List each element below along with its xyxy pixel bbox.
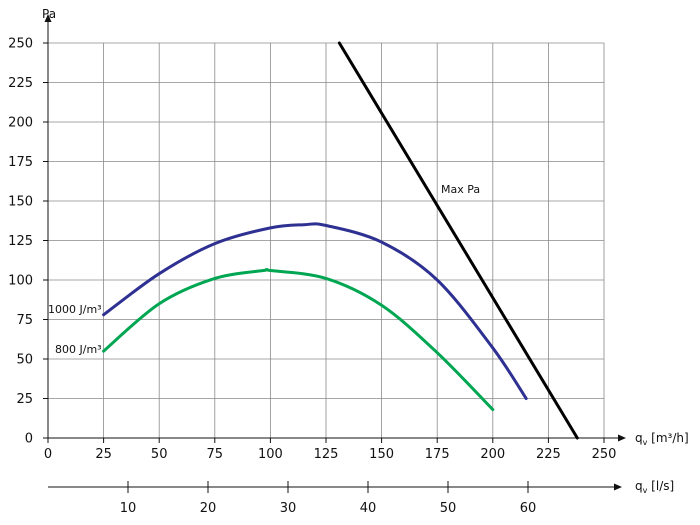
y-tick-label: 75 <box>16 313 33 328</box>
y-tick-label: 0 <box>25 432 33 447</box>
x2-axis-label: qv [l/s] <box>635 479 674 495</box>
y-tick-label: 50 <box>16 353 33 368</box>
x-tick-label: 225 <box>536 447 561 462</box>
y-tick-label: 25 <box>16 392 33 407</box>
series-line-800 <box>102 268 495 412</box>
series-line-1000 <box>102 222 528 400</box>
x-tick-label: 75 <box>207 447 224 462</box>
x-tick-label: 150 <box>369 447 394 462</box>
x-tick-label: 125 <box>314 447 339 462</box>
series-label-1000: 1000 J/m³ <box>48 303 102 316</box>
y-axis-arrow <box>44 14 52 22</box>
y-tick-label: 100 <box>8 274 33 289</box>
y-tick-label: 225 <box>8 76 33 91</box>
x2-tick-label: 50 <box>440 501 457 516</box>
x2-tick-label: 10 <box>120 501 137 516</box>
x-tick-label: 25 <box>95 447 112 462</box>
x2-axis-arrow <box>614 483 622 491</box>
y-tick-label: 175 <box>8 155 33 170</box>
x-tick-label: 200 <box>480 447 505 462</box>
y-tick-label: 200 <box>8 116 33 131</box>
series-line-max-pa <box>337 41 579 440</box>
series-label-max-pa: Max Pa <box>441 183 480 196</box>
x-tick-label: 0 <box>44 447 52 462</box>
x-tick-label: 50 <box>151 447 168 462</box>
x2-tick-label: 20 <box>200 501 217 516</box>
x-axis-arrow <box>618 434 626 442</box>
x2-tick-label: 40 <box>360 501 377 516</box>
grid <box>47 42 605 439</box>
x-tick-label: 250 <box>592 447 617 462</box>
labels: 0 25 50 75 100 125 150 175 200 225 250 0 25 50 75 100 12… <box>8 7 689 516</box>
y-tick-label: 250 <box>8 37 33 52</box>
axes <box>43 14 626 493</box>
series-label-800: 800 J/m³ <box>55 343 102 356</box>
series <box>102 41 579 440</box>
y-tick-label: 150 <box>8 195 33 210</box>
y-axis-label: Pa <box>42 7 56 21</box>
y-tick-label: 125 <box>8 234 33 249</box>
x2-tick-label: 60 <box>520 501 537 516</box>
x-tick-label: 175 <box>425 447 450 462</box>
x-tick-label: 100 <box>258 447 283 462</box>
x-axis-label: qv [m³/h] <box>635 431 689 447</box>
x2-tick-label: 30 <box>280 501 297 516</box>
